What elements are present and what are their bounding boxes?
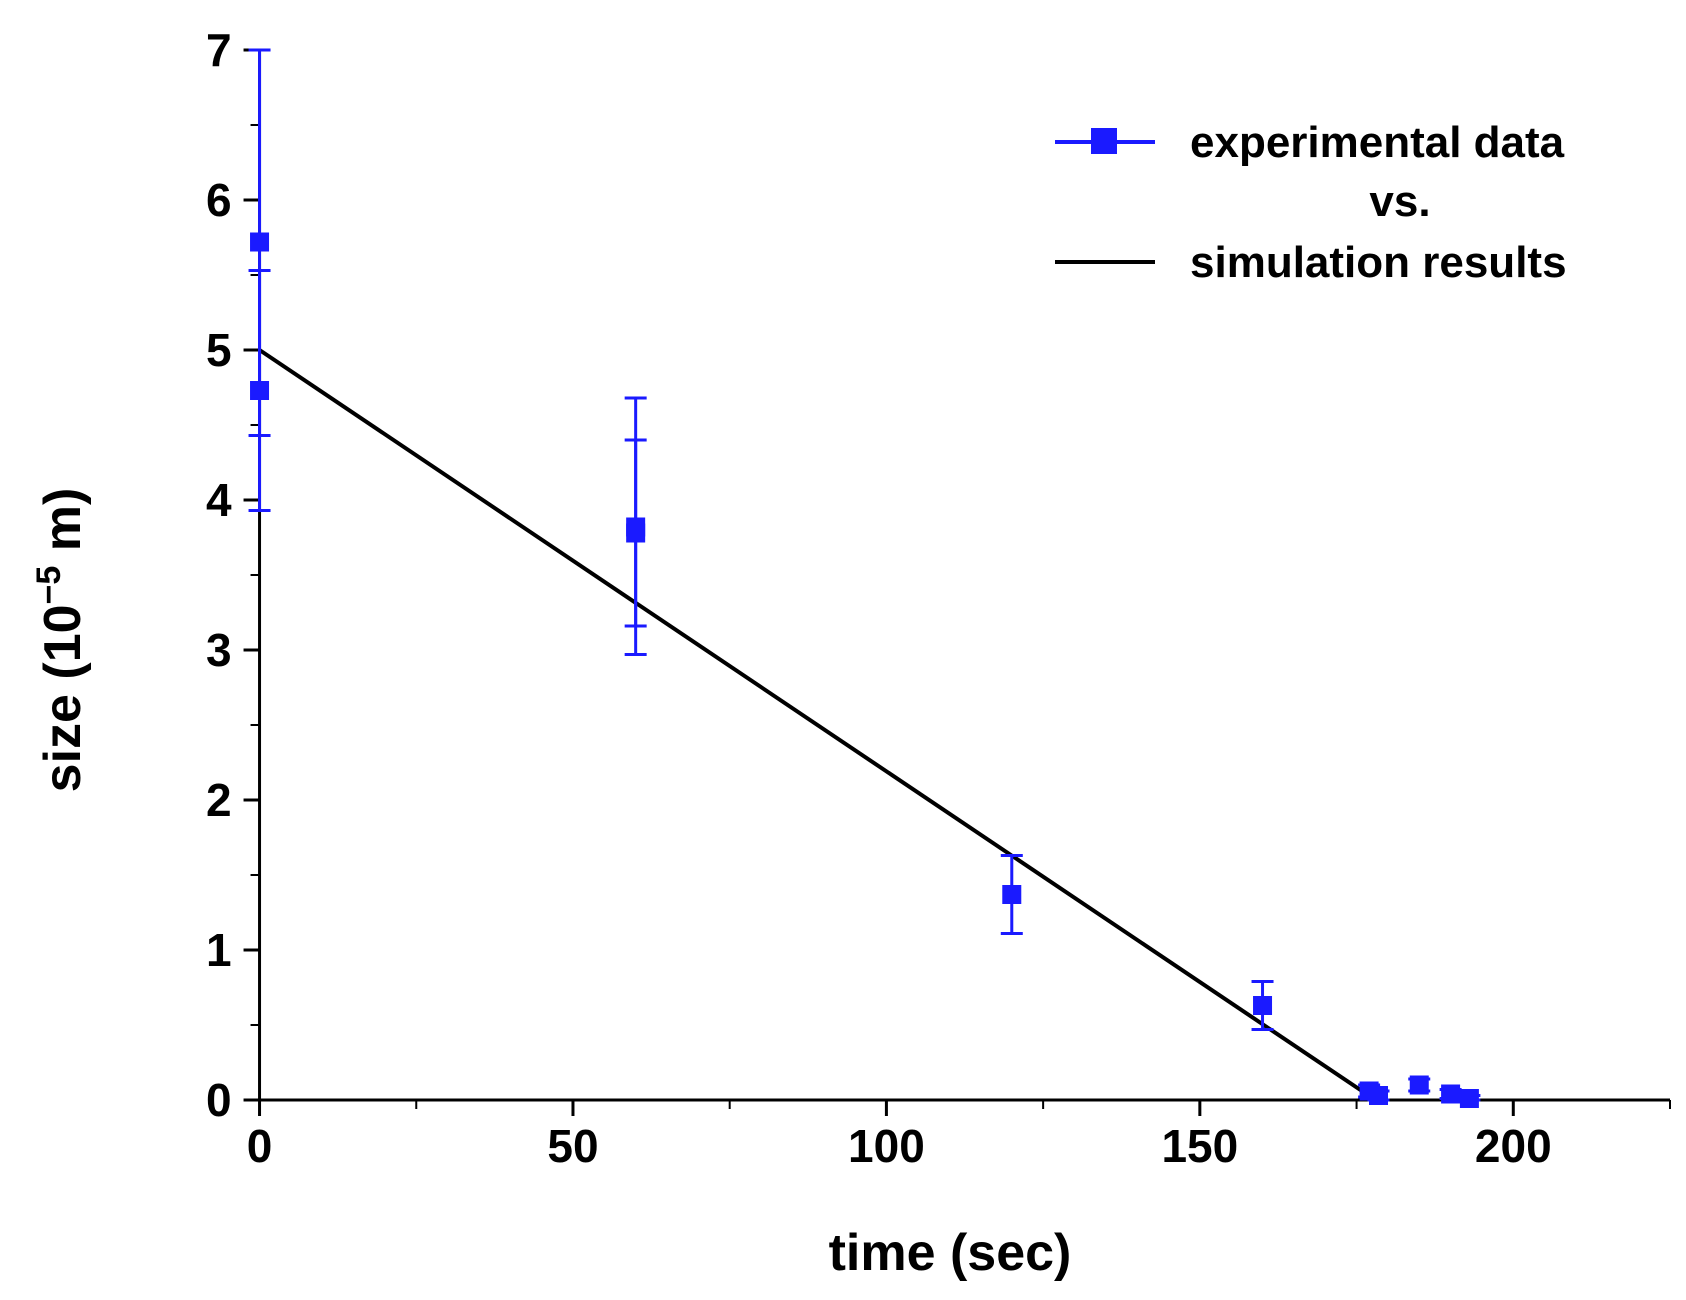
data-marker [1369, 1086, 1389, 1105]
data-marker [1459, 1089, 1479, 1108]
y-axis-title: size (10−5 m) [30, 488, 92, 793]
data-point [1251, 980, 1274, 1031]
y-tick-label: 1 [206, 924, 232, 976]
data-marker [250, 232, 270, 252]
legend-label-simulation: simulation results [1190, 238, 1567, 287]
data-marker [1253, 996, 1273, 1015]
data-marker [1002, 885, 1022, 904]
x-tick-label: 50 [547, 1120, 598, 1172]
x-tick-label: 200 [1475, 1120, 1552, 1172]
data-marker [1441, 1084, 1461, 1104]
x-axis-title: time (sec) [829, 1224, 1072, 1282]
legend: experimental data vs. simulation results [1055, 118, 1567, 287]
axes: 0 50 100 150 200 0 1 2 3 4 5 6 7 [206, 24, 1671, 1172]
y-axis-title-suffix: m) [34, 488, 92, 566]
simulation-line-group [258, 348, 1377, 1102]
y-axis-title-exponent: −5 [30, 566, 68, 605]
data-point [1408, 1075, 1431, 1095]
y-axis-title-prefix: size (10 [34, 604, 92, 792]
x-tick-label: 0 [247, 1120, 273, 1172]
y-tick-label: 7 [206, 24, 232, 76]
data-point [624, 396, 647, 656]
y-tick-label: 2 [206, 774, 232, 826]
y-tick-label: 4 [206, 474, 232, 526]
y-tick-label: 5 [206, 324, 232, 376]
legend-label-vs: vs. [1369, 177, 1430, 226]
simulation-line [258, 348, 1377, 1102]
legend-label-experimental: experimental data [1190, 118, 1565, 167]
legend-exp-marker [1091, 128, 1117, 154]
data-point [1367, 1086, 1390, 1105]
data-marker [626, 523, 646, 543]
data-point [1439, 1084, 1462, 1104]
data-point [1000, 854, 1023, 935]
experimental-points-group [248, 48, 1481, 1108]
data-point [248, 269, 271, 512]
x-tick-label: 150 [1161, 1120, 1238, 1172]
data-point [1458, 1089, 1481, 1108]
y-tick-label: 3 [206, 624, 232, 676]
y-tick-label: 0 [206, 1074, 232, 1126]
data-marker [1409, 1075, 1429, 1095]
y-tick-label: 6 [206, 174, 232, 226]
data-marker [250, 381, 270, 400]
x-tick-label: 100 [848, 1120, 925, 1172]
